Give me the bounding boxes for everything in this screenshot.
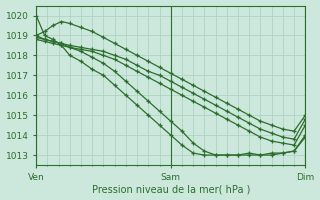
X-axis label: Pression niveau de la mer( hPa ): Pression niveau de la mer( hPa ) (92, 184, 250, 194)
